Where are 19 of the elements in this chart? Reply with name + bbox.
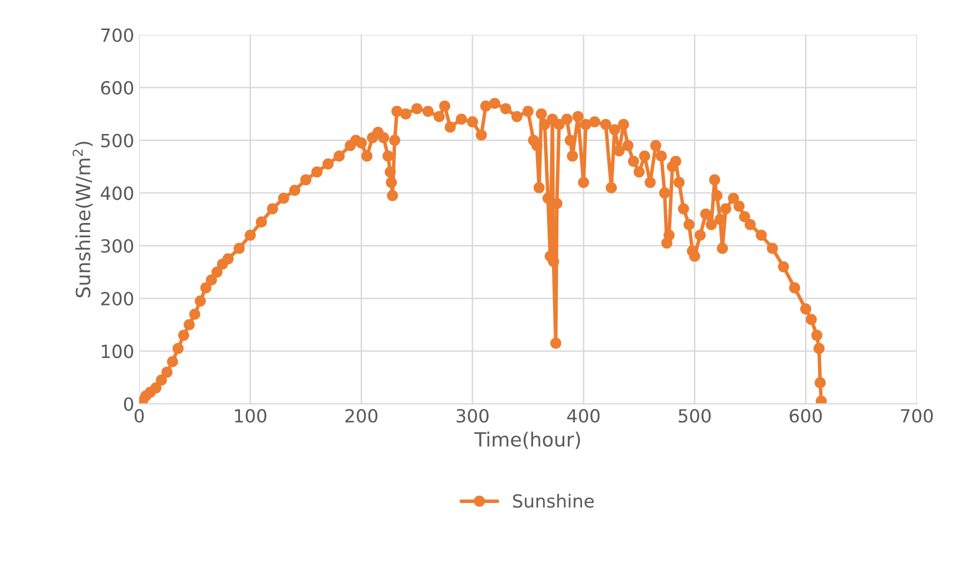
x-tick-label: 400 bbox=[567, 408, 600, 423]
y-tick-label: 0 bbox=[124, 397, 134, 411]
x-tick-label: 100 bbox=[235, 408, 266, 423]
x-tick-label: 300 bbox=[456, 408, 488, 423]
y-axis-title: Sunshine(W/m$^{2}$) bbox=[72, 142, 93, 298]
x-tick-label: 200 bbox=[345, 408, 378, 423]
y-tick-label: 100 bbox=[102, 344, 134, 358]
y-tick-label: 600 bbox=[101, 81, 134, 95]
x-tick-label: 500 bbox=[678, 408, 711, 423]
legend-label: Sunshine bbox=[513, 494, 594, 508]
y-tick-label: 300 bbox=[101, 239, 134, 253]
x-tick-label: 0 bbox=[134, 408, 144, 423]
x-axis-title: Time(hour) bbox=[474, 432, 580, 450]
y-tick-label: 700 bbox=[101, 28, 134, 42]
y-tick-label: 400 bbox=[100, 186, 134, 200]
y-tick-label: 200 bbox=[101, 292, 134, 306]
y-tick-label: 500 bbox=[101, 134, 134, 148]
x-tick-label: 600 bbox=[790, 408, 822, 423]
x-tick-label: 700 bbox=[901, 408, 933, 423]
